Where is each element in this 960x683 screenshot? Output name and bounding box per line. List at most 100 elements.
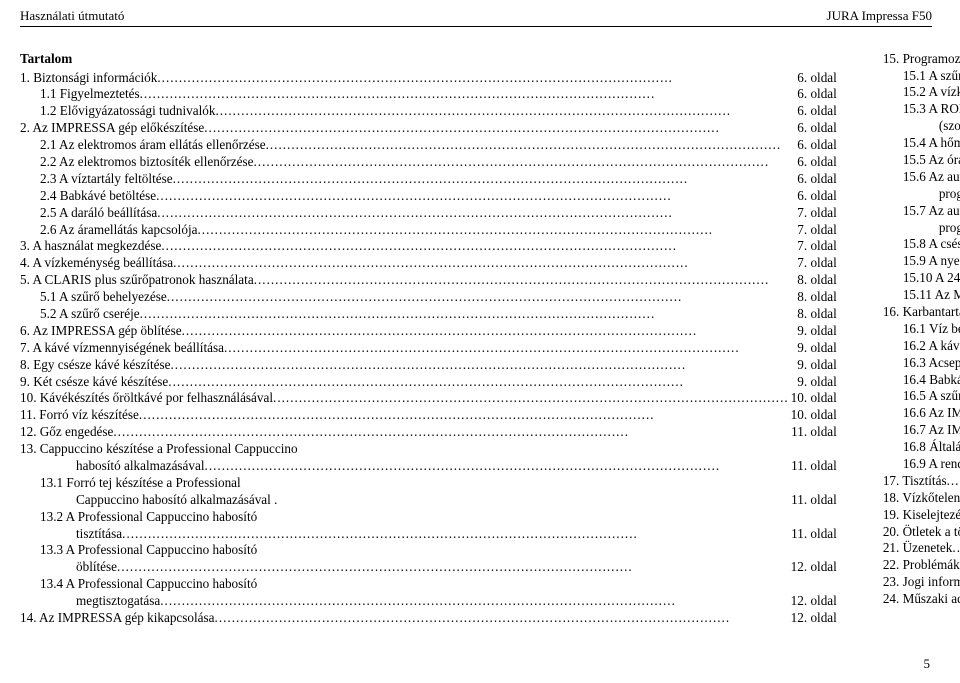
toc-row: 18. Vízkőtelenítés17. oldal bbox=[883, 490, 960, 507]
toc-label: 5. A CLARIS plus szűrőpatronok használat… bbox=[20, 272, 254, 289]
toc-leader bbox=[254, 272, 796, 289]
toc-page: 9. oldal bbox=[795, 374, 837, 391]
toc-label: 7. A kávé vízmennyiségének beállítása bbox=[20, 340, 224, 357]
toc-label: 16.3 Acsepegtető tálca hiányzik bbox=[883, 355, 960, 372]
toc-row: 5. A CLARIS plus szűrőpatronok használat… bbox=[20, 272, 837, 289]
toc-leader bbox=[160, 593, 788, 610]
toc-label: 19. Kiselejtezés bbox=[883, 507, 960, 524]
toc-label: 3. A használat megkezdése bbox=[20, 238, 161, 255]
toc-page: 6. oldal bbox=[795, 154, 837, 171]
toc-leader bbox=[139, 407, 789, 424]
toc-label: 16.6 Az IMPRESSA gép tisztítása bbox=[883, 405, 960, 422]
toc-label: 16.4 Babkávé betöltése bbox=[883, 372, 960, 389]
toc-row: 13.2 A Professional Cappuccino habosító bbox=[20, 509, 837, 526]
toc-leader bbox=[266, 137, 796, 154]
toc-page: 6. oldal bbox=[795, 103, 837, 120]
toc-row: 16.2 A kávézacc tartály ürítése15. oldal bbox=[883, 338, 960, 355]
toc-label: 2.2 Az elektromos biztosíték ellenőrzése bbox=[20, 154, 254, 171]
toc-label: 1. Biztonsági információk bbox=[20, 70, 157, 87]
toc-label: programozása bbox=[883, 186, 960, 203]
toc-row: 5.2 A szűrő cseréje 8. oldal bbox=[20, 306, 837, 323]
toc-label: 15.4 A hőmérséklet programozása bbox=[883, 135, 960, 152]
toc-label: 1.2 Elővigyázatossági tudnivalók bbox=[20, 103, 215, 120]
toc-row: 20. Ötletek a tökéletes kávé készítéséhe… bbox=[883, 524, 960, 541]
toc-leader bbox=[215, 610, 789, 627]
toc-label: 15.11 Az ML/OZ kijelzés programozása bbox=[883, 287, 960, 304]
toc-leader bbox=[167, 289, 796, 306]
toc-label: 2.1 Az elektromos áram ellátás ellenőrzé… bbox=[20, 137, 266, 154]
toc-leader bbox=[947, 473, 960, 490]
toc-label: (szokásos) aroma programozása bbox=[883, 118, 960, 135]
toc-row: 7. A kávé vízmennyiségének beállítása 9. … bbox=[20, 340, 837, 357]
toc-leader bbox=[224, 340, 795, 357]
toc-label: programozása bbox=[883, 220, 960, 237]
toc-page: 10. oldal bbox=[789, 407, 837, 424]
toc-label: 16. Karbantartás bbox=[883, 304, 960, 321]
toc-row: 1.2 Elővigyázatossági tudnivalók 6. oldal bbox=[20, 103, 837, 120]
page-header: Használati útmutató JURA Impressa F50 bbox=[20, 8, 932, 27]
toc-row: 2.2 Az elektromos biztosíték ellenőrzése… bbox=[20, 154, 837, 171]
toc-row: 15.1 A szűrő programozása12. oldal bbox=[883, 68, 960, 85]
toc-page: 12. oldal bbox=[789, 593, 837, 610]
toc-row: 16.4 Babkávé betöltése15. oldal bbox=[883, 372, 960, 389]
toc-row: 2.6 Az áramellátás kapcsolója7. oldal bbox=[20, 222, 837, 239]
toc-row: 8. Egy csésze kávé készítése9. oldal bbox=[20, 357, 837, 374]
toc-page: 6. oldal bbox=[795, 70, 837, 87]
toc-row: 11. Forró víz készítése10. oldal bbox=[20, 407, 837, 424]
toc-label: 21. Üzenetek bbox=[883, 540, 953, 557]
toc-row: 16.1 Víz betöltése15. oldal bbox=[883, 321, 960, 338]
toc-row: 16.8 Általános tisztítási útmutatások16.… bbox=[883, 439, 960, 456]
toc-page: 8. oldal bbox=[795, 272, 837, 289]
toc-row: tisztítása 11. oldal bbox=[20, 526, 837, 543]
toc-row: 13.3 A Professional Cappuccino habosító bbox=[20, 542, 837, 559]
toc-label: 8. Egy csésze kávé készítése bbox=[20, 357, 171, 374]
toc-label: 16.2 A kávézacc tartály ürítése bbox=[883, 338, 960, 355]
toc-label: 13.2 A Professional Cappuccino habosító bbox=[20, 509, 257, 526]
toc-row: 16.5 A szűrő kicserélése16. oldal bbox=[883, 388, 960, 405]
toc-label: 16.8 Általános tisztítási útmutatások bbox=[883, 439, 960, 456]
toc-leader bbox=[254, 154, 796, 171]
toc-row: 15.5 Az óra programozása13. oldal bbox=[883, 152, 960, 169]
toc-leader bbox=[171, 357, 796, 374]
toc-row: 6. Az IMPRESSA gép öblítése9. oldal bbox=[20, 323, 837, 340]
toc-row: 16.9 A rendszer ürítése16. oldal bbox=[883, 456, 960, 473]
toc-label: 17. Tisztítás bbox=[883, 473, 947, 490]
toc-page: 6. oldal bbox=[795, 137, 837, 154]
toc-label: megtisztogatása bbox=[20, 593, 160, 610]
toc-label: 15.5 Az óra programozása bbox=[883, 152, 960, 169]
toc-page: 7. oldal bbox=[795, 255, 837, 272]
toc-row: 22. Problémák20. oldal bbox=[883, 557, 960, 574]
toc-page: 8. oldal bbox=[795, 306, 837, 323]
toc-page: 9. oldal bbox=[795, 340, 837, 357]
toc-row: 15.6 Az automatikus bekapcsolási idő bbox=[883, 169, 960, 186]
toc-label: 13.3 A Professional Cappuccino habosító bbox=[20, 542, 257, 559]
toc-row: 15.2 A vízkeménység programozása12. olda… bbox=[883, 84, 960, 101]
toc-label: tisztítása bbox=[20, 526, 122, 543]
toc-label: 15.1 A szűrő programozása bbox=[883, 68, 960, 85]
toc-row: 15.8 A csésze-számláló14. oldal bbox=[883, 236, 960, 253]
toc-label: 23. Jogi információk bbox=[883, 574, 960, 591]
toc-label: 15.9 A nyelv programozása bbox=[883, 253, 960, 270]
toc-page: 11. oldal bbox=[789, 526, 837, 543]
toc-label: 15. Programozás bbox=[883, 51, 960, 68]
toc-label: 24. Műszaki adatok bbox=[883, 591, 960, 608]
toc-row: (szokásos) aroma programozása12. oldal bbox=[883, 118, 960, 135]
toc-page: 6. oldal bbox=[795, 171, 837, 188]
toc-label: 4. A vízkeménység beállítása bbox=[20, 255, 173, 272]
toc-row: 14. Az IMPRESSA gép kikapcsolása12. olda… bbox=[20, 610, 837, 627]
toc-row: 1. Biztonsági információk 6. oldal bbox=[20, 70, 837, 87]
toc-label: 5.1 A szűrő behelyezése bbox=[20, 289, 167, 306]
toc-row: 13. Cappuccino készítése a Professional … bbox=[20, 441, 837, 458]
toc-row: 15. Programozás12. oldal bbox=[883, 51, 960, 68]
toc-label: öblítése bbox=[20, 559, 117, 576]
toc-leader bbox=[182, 323, 796, 340]
toc-leader bbox=[173, 171, 796, 188]
toc-row: 9. Két csésze kávé készítése9. oldal bbox=[20, 374, 837, 391]
toc-page: 11. oldal bbox=[789, 458, 837, 475]
toc-label: 13.1 Forró tej készítése a Professional bbox=[20, 475, 241, 492]
toc-page: 11. oldal bbox=[789, 492, 837, 509]
toc-label: 5.2 A szűrő cseréje bbox=[20, 306, 140, 323]
toc-leader bbox=[157, 205, 795, 222]
toc-label: 14. Az IMPRESSA gép kikapcsolása bbox=[20, 610, 215, 627]
toc-page: 6. oldal bbox=[795, 86, 837, 103]
